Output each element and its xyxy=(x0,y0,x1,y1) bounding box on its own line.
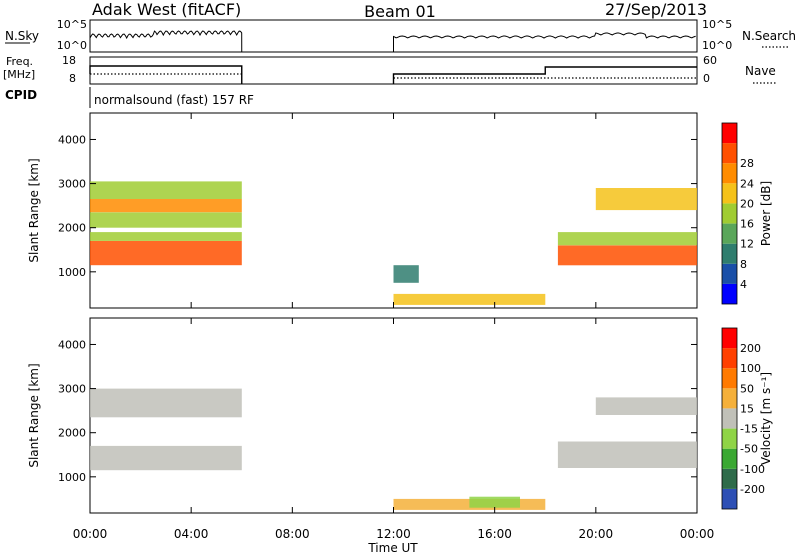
power-scatter-band xyxy=(90,181,242,199)
power-ytick-label: 3000 xyxy=(58,178,86,191)
velocity-ytick-label: 1000 xyxy=(58,471,86,484)
time-tick-label: 16:00 xyxy=(477,527,512,541)
beam-title: Beam 01 xyxy=(364,2,436,21)
velocity-panel: 1000 2000 3000 4000 Slant Range [km] 200 100 50… xyxy=(27,317,773,514)
noise-trace-early xyxy=(89,30,243,53)
power-colorbar-frame xyxy=(721,122,738,305)
time-tick-label: 04:00 xyxy=(174,527,209,541)
power-colorbar-tick: 20 xyxy=(740,197,754,210)
velocity-colorbar-tick: 50 xyxy=(740,382,754,395)
velocity-scatter-band xyxy=(90,388,242,418)
noise-trace-late xyxy=(393,32,696,52)
velocity-scatter-band xyxy=(557,441,697,468)
velocity-colorbar-segment xyxy=(722,448,737,469)
power-colorbar-tick: 12 xyxy=(740,238,754,251)
power-scatter-band xyxy=(393,293,546,305)
power-ytick-label: 4000 xyxy=(58,133,86,146)
freq-right-tick-top: 60 xyxy=(703,54,717,67)
power-colorbar-segment xyxy=(722,223,737,244)
time-tick-label: 08:00 xyxy=(275,527,310,541)
freq-left-tick-top: 18 xyxy=(62,54,76,67)
time-tick-label: 00:00 xyxy=(680,527,715,541)
power-ytick-label: 2000 xyxy=(58,222,86,235)
freq-trace-early xyxy=(89,65,243,84)
time-tick-label: 20:00 xyxy=(579,527,614,541)
time-axis: 00:00 04:00 08:00 12:00 16:00 20:00 00:00 xyxy=(73,113,715,541)
power-colorbar-tick: 8 xyxy=(740,258,747,271)
station-title: Adak West (fitACF) xyxy=(92,0,241,19)
velocity-ytick-label: 4000 xyxy=(58,338,86,351)
velocity-colorbar-segment xyxy=(722,368,737,389)
velocity-colorbar-tick: -15 xyxy=(740,423,758,436)
velocity-ytick-label: 3000 xyxy=(58,383,86,396)
power-scatter-band xyxy=(90,232,242,241)
power-scatter-band xyxy=(90,199,242,213)
freq-trace-late xyxy=(392,66,697,84)
velocity-colorbar-tick: -100 xyxy=(740,463,765,476)
velocity-scatter-band xyxy=(469,496,520,508)
power-colorbar-segment xyxy=(722,263,737,284)
noise-trace xyxy=(89,30,696,53)
velocity-ytick-label: 2000 xyxy=(58,427,86,440)
x-axis-label: Time UT xyxy=(367,541,418,554)
velocity-colorbar-segment xyxy=(722,408,737,429)
power-colorbar-label: Power [dB] xyxy=(759,181,773,246)
freq-label-line2: [MHz] xyxy=(3,68,35,81)
power-colorbar-segment xyxy=(722,123,737,144)
velocity-colorbar-segment xyxy=(722,468,737,489)
velocity-colorbar-tick: -200 xyxy=(740,483,765,496)
program-label: normalsound (fast) 157 RF xyxy=(94,93,254,107)
power-colorbar-segment xyxy=(722,203,737,224)
freq-right-tick-bottom: 0 xyxy=(703,72,710,85)
power-scatter-band xyxy=(595,188,697,211)
velocity-ylabel: Slant Range [km] xyxy=(27,363,41,467)
noise-left-tick-top: 10^5 xyxy=(57,18,87,31)
nsearch-label: N.Search xyxy=(742,29,796,43)
velocity-colorbar-segment xyxy=(722,328,737,349)
velocity-scatter-band xyxy=(595,397,697,415)
noise-right-tick-top: 10^5 xyxy=(702,18,732,31)
noise-right-tick-bottom: 10^0 xyxy=(702,39,732,52)
velocity-colorbar-tick: 100 xyxy=(740,362,761,375)
power-colorbar-segment xyxy=(722,163,737,184)
power-colorbar-segment xyxy=(722,283,737,304)
power-scatter-band xyxy=(557,232,697,246)
power-scatter-band xyxy=(393,265,419,283)
power-scatter-band xyxy=(90,212,242,228)
velocity-colorbar-segment xyxy=(722,488,737,509)
velocity-colorbar-label: Velocity [m s⁻¹] xyxy=(759,372,773,465)
power-scatter-band xyxy=(90,240,242,266)
power-colorbar-segment xyxy=(722,243,737,264)
power-colorbar-segment xyxy=(722,183,737,204)
power-colorbar-tick: 28 xyxy=(740,157,754,170)
velocity-colorbar-segment xyxy=(722,388,737,409)
nsky-label: N.Sky xyxy=(5,29,39,43)
freq-left-tick-bottom: 8 xyxy=(69,72,76,85)
velocity-colorbar-tick: 15 xyxy=(740,402,754,415)
power-ytick-label: 1000 xyxy=(58,266,86,279)
velocity-colorbar-segment xyxy=(722,428,737,449)
time-tick-label: 12:00 xyxy=(376,527,411,541)
noise-left-tick-bottom: 10^0 xyxy=(57,39,87,52)
power-scatter-band xyxy=(557,245,697,266)
velocity-colorbar-frame xyxy=(721,327,738,510)
power-ylabel: Slant Range [km] xyxy=(27,158,41,262)
date-title: 27/Sep/2013 xyxy=(605,0,707,19)
nave-label: Nave xyxy=(745,64,776,78)
cpid-label: CPID xyxy=(5,88,37,102)
freq-label-line1: Freq. xyxy=(6,55,33,68)
power-panel: 1000 2000 3000 4000 Slant Range [km] 4 8 12 16 20… xyxy=(27,112,773,309)
freq-trace xyxy=(89,65,697,84)
power-colorbar-tick: 16 xyxy=(740,218,754,231)
velocity-colorbar-tick: -50 xyxy=(740,443,758,456)
power-colorbar-tick: 24 xyxy=(740,177,754,190)
velocity-scatter-band xyxy=(90,445,242,471)
power-colorbar-segment xyxy=(722,143,737,164)
velocity-colorbar-tick: 200 xyxy=(740,342,761,355)
power-colorbar-tick: 4 xyxy=(740,278,747,291)
velocity-colorbar-segment xyxy=(722,348,737,369)
time-tick-label: 00:00 xyxy=(73,527,108,541)
